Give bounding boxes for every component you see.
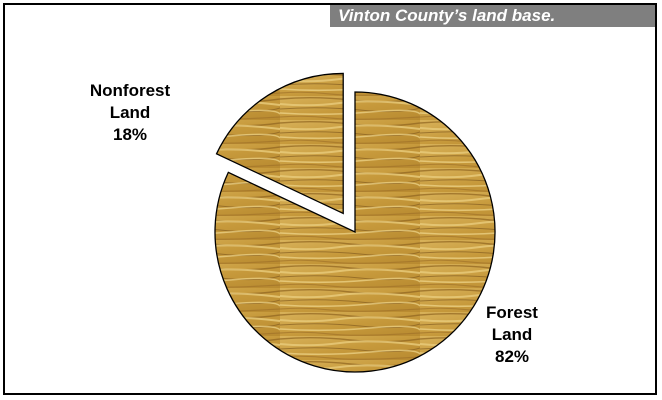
- pie-slice-nonforest-land: [215, 72, 344, 215]
- slice-label-forest-land: Forest Land 82%: [486, 303, 538, 366]
- slice-label-nonforest-land: Nonforest Land 18%: [90, 81, 171, 144]
- chart-title: Vinton County’s land base.: [330, 5, 655, 27]
- pie-slice-forest-land: [214, 91, 496, 373]
